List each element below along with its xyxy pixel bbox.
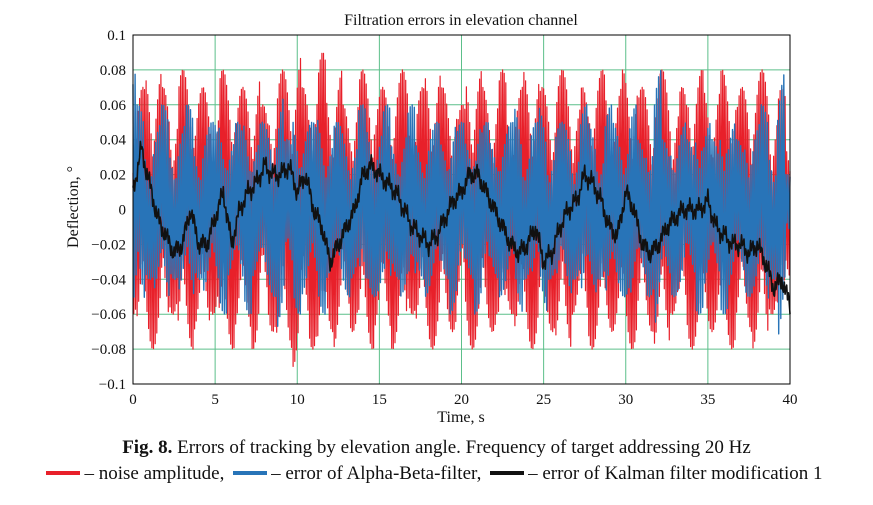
figure-caption: Fig. 8. Errors of tracking by elevation … xyxy=(0,437,873,459)
series-layer xyxy=(132,52,791,367)
y-tick-label: 0 xyxy=(119,203,127,219)
y-tick-label: 0.04 xyxy=(100,133,127,149)
caption-text: Errors of tracking by elevation angle. F… xyxy=(172,437,751,458)
y-tick-label: −0.02 xyxy=(91,237,126,253)
y-tick-label: 0.02 xyxy=(100,168,126,184)
x-tick-label: 10 xyxy=(290,392,305,408)
legend-label-kalman: – error of Kalman filter modification 1 xyxy=(528,463,823,484)
y-tick-label: 0.06 xyxy=(100,98,127,114)
legend-swatch-noise xyxy=(46,470,81,475)
y-tick-label: 0.1 xyxy=(107,28,126,44)
x-tick-label: 5 xyxy=(211,392,219,408)
legend-label-noise: – noise amplitude, xyxy=(84,463,225,484)
line-chart: Filtration errors in elevation channel 0… xyxy=(65,12,798,426)
y-tick-label: −0.06 xyxy=(91,307,126,323)
x-tick-label: 25 xyxy=(536,392,551,408)
x-tick-label: 20 xyxy=(454,392,469,408)
legend-swatch-alpha-beta xyxy=(233,470,268,475)
y-tick-label: −0.04 xyxy=(91,272,126,288)
legend: – noise amplitude, – error of Alpha-Beta… xyxy=(0,463,873,485)
x-tick-label: 30 xyxy=(618,392,633,408)
y-tick-label: −0.1 xyxy=(99,377,126,393)
figure-number: Fig. 8. xyxy=(122,437,173,458)
x-axis: 0 5 10 15 20 25 30 35 40 xyxy=(129,392,797,408)
plot-area xyxy=(132,34,791,385)
x-tick-label: 0 xyxy=(129,392,137,408)
series-line-kalman xyxy=(132,140,791,315)
y-tick-label: −0.08 xyxy=(91,342,126,358)
x-tick-label: 15 xyxy=(372,392,387,408)
y-axis: 0.1 0.08 0.06 0.04 0.02 0 −0.02 −0.04 −0.06 −0.08… xyxy=(91,28,126,393)
y-axis-label: Deflection, ° xyxy=(65,166,82,248)
legend-swatch-kalman xyxy=(490,470,525,475)
x-axis-label: Time, s xyxy=(437,409,484,426)
chart-title: Filtration errors in elevation channel xyxy=(344,12,578,29)
legend-label-alpha-beta: – error of Alpha-Beta-filter, xyxy=(271,463,482,484)
series-line-alpha-beta xyxy=(132,70,791,335)
y-tick-label: 0.08 xyxy=(100,63,126,79)
x-tick-label: 40 xyxy=(783,392,798,408)
x-tick-label: 35 xyxy=(700,392,715,408)
